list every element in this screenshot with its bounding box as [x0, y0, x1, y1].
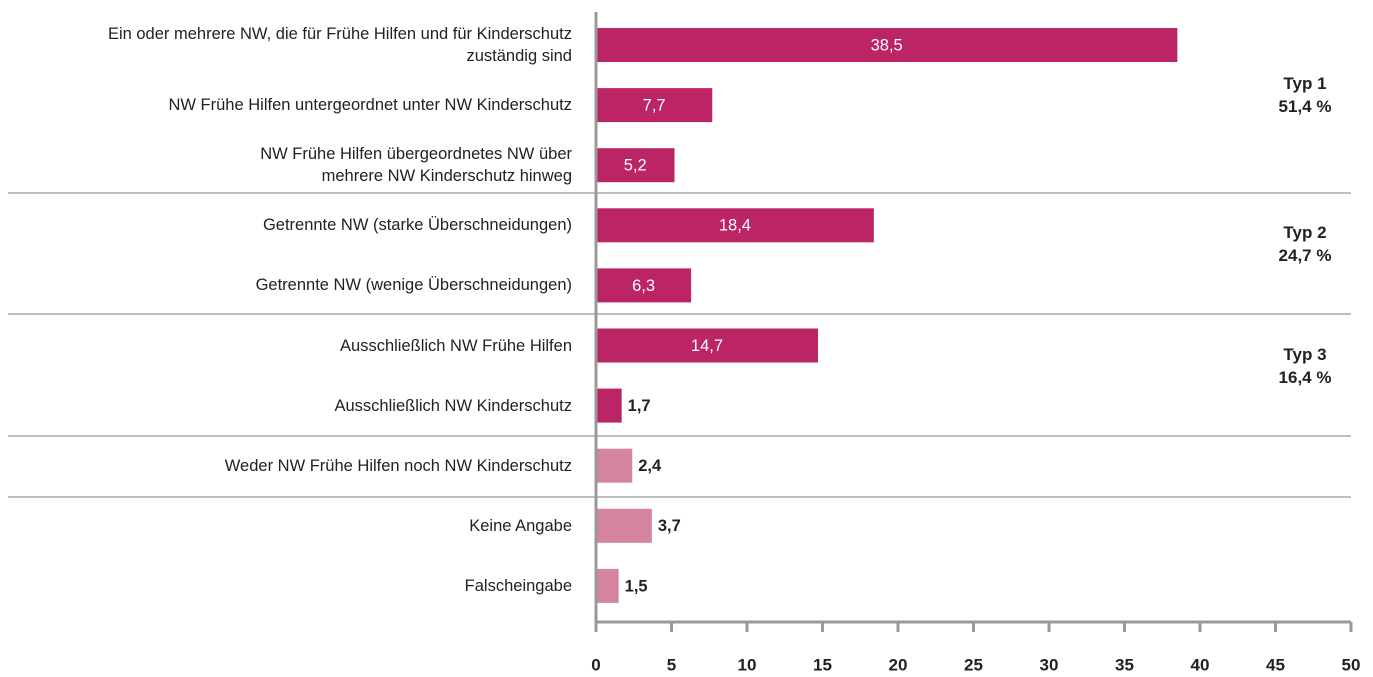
category-label: Ein oder mehrere NW, die für Frühe Hilfe…	[107, 25, 572, 65]
category-label: Keine Angabe	[469, 516, 572, 535]
category-label: Weder NW Frühe Hilfen noch NW Kinderschu…	[224, 456, 572, 475]
value-label: 2,4	[638, 457, 662, 475]
x-tick-label: 35	[1115, 655, 1134, 674]
x-tick-label: 25	[964, 655, 983, 674]
value-label: 18,4	[719, 217, 751, 235]
x-tick-label: 0	[591, 655, 600, 674]
bar	[596, 148, 675, 183]
value-label: 6,3	[632, 277, 655, 295]
value-label: 3,7	[658, 517, 681, 535]
bar	[596, 508, 652, 543]
bar	[596, 208, 874, 243]
x-tick-label: 5	[667, 655, 676, 674]
category-label: Getrennte NW (wenige Überschneidungen)	[255, 276, 572, 295]
category-label: Ausschließlich NW Frühe Hilfen	[340, 336, 572, 355]
value-label: 1,5	[625, 577, 648, 595]
category-label: NW Frühe Hilfen untergeordnet unter NW K…	[168, 96, 572, 115]
x-tick-label: 10	[738, 655, 757, 674]
bar	[596, 28, 1178, 62]
x-tick-label: 15	[813, 655, 832, 674]
bar	[596, 388, 622, 423]
x-tick-label: 40	[1191, 655, 1210, 674]
bar	[596, 448, 633, 483]
bar	[596, 568, 619, 603]
category-label: Getrennte NW (starke Überschneidungen)	[262, 216, 572, 235]
x-tick-label: 50	[1342, 655, 1361, 674]
value-label: 1,7	[628, 397, 651, 415]
bar	[596, 268, 692, 303]
category-label: Falscheingabe	[464, 576, 572, 595]
x-tick-label: 20	[889, 655, 908, 674]
category-label: NW Frühe Hilfen übergeordnetes NW über m…	[260, 145, 572, 186]
x-tick-label: 45	[1266, 655, 1285, 674]
group-annotation: Typ 2 24,7 %	[1278, 223, 1332, 265]
group-annotation: Typ 1 51,4 %	[1278, 74, 1332, 116]
value-label: 5,2	[624, 157, 647, 175]
value-label: 38,5	[871, 36, 903, 54]
category-label: Ausschließlich NW Kinderschutz	[334, 396, 573, 415]
bar	[596, 88, 713, 123]
group-annotation: Typ 3 16,4 %	[1278, 345, 1332, 387]
x-tick-label: 30	[1040, 655, 1059, 674]
value-label: 7,7	[643, 96, 666, 114]
bar	[596, 328, 818, 363]
value-label: 14,7	[691, 337, 723, 355]
